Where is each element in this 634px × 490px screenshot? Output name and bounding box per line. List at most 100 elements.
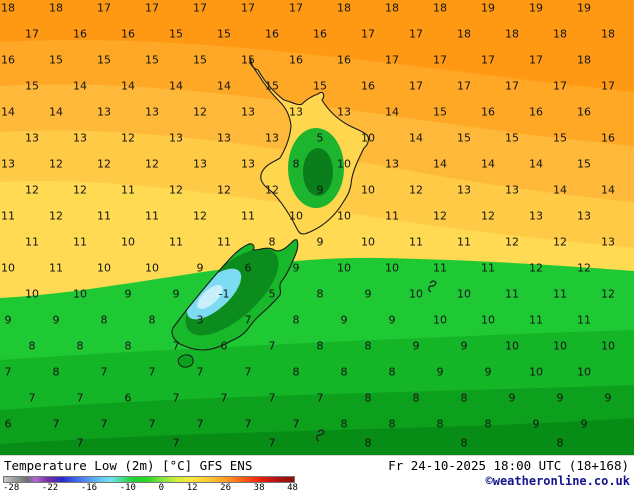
temp-value: 7 <box>4 365 12 379</box>
temp-value: 12 <box>577 261 591 275</box>
temp-value: 10 <box>529 365 543 379</box>
north-island-coastline <box>249 57 369 235</box>
temp-value: 17 <box>409 27 423 41</box>
temp-value: 8 <box>388 365 396 379</box>
temp-value: 17 <box>529 53 543 67</box>
temp-value: 13 <box>145 105 159 119</box>
temp-value: 8 <box>100 313 108 327</box>
temp-value: 15 <box>433 105 447 119</box>
temp-value: 12 <box>121 131 135 145</box>
temp-value: 13 <box>97 105 111 119</box>
temp-value: 12 <box>193 209 207 223</box>
temp-value: 13 <box>265 131 279 145</box>
temp-value: 8 <box>460 391 468 405</box>
temp-value: 11 <box>385 209 399 223</box>
temp-value: 8 <box>340 365 348 379</box>
temp-value: 17 <box>97 1 111 15</box>
temp-value: 7 <box>316 391 324 405</box>
temp-value: 17 <box>241 1 255 15</box>
temp-value: 12 <box>73 183 87 197</box>
temp-value: 12 <box>49 157 63 171</box>
temp-value: 14 <box>553 183 567 197</box>
temp-value: 6 <box>220 339 228 353</box>
temp-value: 9 <box>580 417 588 431</box>
legend-datetime: Fr 24-10-2025 18:00 UTC (18+168) <box>388 458 629 473</box>
temp-value: 10 <box>457 287 471 301</box>
temp-value: 15 <box>145 53 159 67</box>
temp-value: 9 <box>412 339 420 353</box>
temp-value: 8 <box>316 339 324 353</box>
temp-value: 10 <box>25 287 39 301</box>
temp-value: 16 <box>313 27 327 41</box>
temp-value: 9 <box>532 417 540 431</box>
temp-value: 7 <box>172 339 180 353</box>
temp-value: 13 <box>289 105 303 119</box>
temp-value: 9 <box>460 339 468 353</box>
scale-tick-label: -16 <box>80 483 98 490</box>
temp-value: 7 <box>268 391 276 405</box>
temp-value: 11 <box>553 287 567 301</box>
scale-tick-label: -10 <box>119 483 136 490</box>
temp-value: 7 <box>52 417 60 431</box>
scale-tick-label: 12 <box>186 483 198 490</box>
temp-value: 17 <box>433 53 447 67</box>
temp-value: 17 <box>553 79 567 93</box>
temp-value: 16 <box>337 53 351 67</box>
scale-tick-label: 0 <box>158 483 165 490</box>
temp-value: 12 <box>25 183 39 197</box>
temp-value: 14 <box>385 105 399 119</box>
temp-value: 11 <box>169 235 183 249</box>
temp-value: 15 <box>265 79 279 93</box>
temp-value: 15 <box>217 27 231 41</box>
temp-value: 7 <box>28 391 36 405</box>
temp-value: 16 <box>1 53 15 67</box>
temp-value: 19 <box>529 1 543 15</box>
copyright-link[interactable]: ©weatheronline.co.uk <box>485 474 631 488</box>
temp-value: 8 <box>412 391 420 405</box>
temp-value: 10 <box>481 313 495 327</box>
temp-value: 12 <box>409 183 423 197</box>
temp-value: 11 <box>577 313 591 327</box>
temp-value: 10 <box>361 183 375 197</box>
temp-value: 16 <box>121 27 135 41</box>
temp-value: 8 <box>52 365 60 379</box>
temp-value: 12 <box>433 209 447 223</box>
scale-tick-label: -22 <box>41 483 59 490</box>
temp-value: 7 <box>268 436 276 450</box>
temp-value: 16 <box>289 53 303 67</box>
temp-value: 18 <box>337 1 351 15</box>
temp-value: 10 <box>361 235 375 249</box>
temp-value: 5 <box>316 131 324 145</box>
temp-value: 8 <box>292 365 300 379</box>
temp-value: 9 <box>316 235 324 249</box>
temp-value: 11 <box>457 235 471 249</box>
temp-value: 12 <box>601 287 615 301</box>
temp-value: 14 <box>529 157 543 171</box>
temp-value: 8 <box>556 436 564 450</box>
temp-value: 14 <box>409 131 423 145</box>
temp-value: -1 <box>218 287 230 301</box>
temp-value: 8 <box>316 287 324 301</box>
temp-value: 13 <box>337 105 351 119</box>
temp-value: 8 <box>364 391 372 405</box>
temp-value: 18 <box>601 27 615 41</box>
temp-value: 11 <box>145 209 159 223</box>
temp-value: 12 <box>97 157 111 171</box>
temp-value: 15 <box>49 53 63 67</box>
temp-value: 14 <box>169 79 183 93</box>
temp-value: 10 <box>505 339 519 353</box>
temp-value: 9 <box>388 313 396 327</box>
temp-value: 7 <box>220 391 228 405</box>
scale-tick-labels: -28 -22 -16 -10 0 12 26 38 48 <box>0 483 300 490</box>
temp-value: 12 <box>145 157 159 171</box>
temp-value: 17 <box>481 53 495 67</box>
temp-value: 13 <box>193 157 207 171</box>
temp-value: 9 <box>124 287 132 301</box>
station-marker-icon <box>316 429 325 442</box>
temp-value: 8 <box>292 157 300 171</box>
temp-value: 12 <box>49 209 63 223</box>
temp-value: 7 <box>292 417 300 431</box>
temp-value: 17 <box>193 1 207 15</box>
legend-title: Temperature Low (2m) [°C] GFS ENS <box>4 458 253 473</box>
